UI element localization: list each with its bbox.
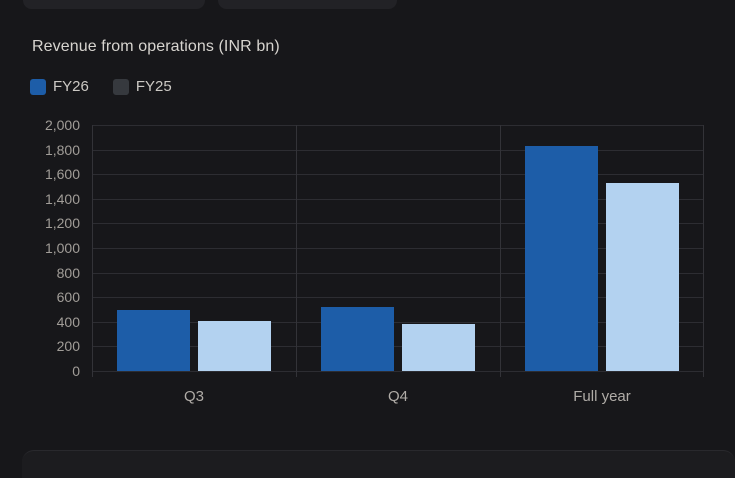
legend-label-fy25: FY25 [135,78,172,95]
y-tick-label-1600: 1,600 [44,166,80,183]
bar-fy25-full-year[interactable] [606,183,679,371]
gridline-600 [92,297,704,299]
fy26-swatch-icon [30,78,46,95]
bar-fy25-q3[interactable] [198,320,271,371]
gridline-400 [92,321,704,323]
category-separator-1 [296,125,297,377]
gridline-1200 [92,223,704,225]
legend-label-fy26: FY26 [53,78,89,95]
chart-title: Revenue from operations (INR bn) [32,38,280,55]
legend-item-fy26[interactable]: FY26 [30,78,89,95]
category-separator-0 [92,125,93,377]
y-tick-label-1200: 1,200 [44,215,80,232]
plot-area [92,125,704,377]
bottom-card [22,450,735,478]
bar-fy26-q4[interactable] [321,307,394,371]
y-tick-label-1000: 1,000 [44,240,80,256]
legend-item-fy25[interactable]: FY25 [112,78,172,95]
fy25-swatch-icon [112,78,129,95]
y-tick-label-200: 200 [56,338,80,355]
y-tick-label-2000: 2,000 [44,117,80,133]
top-tab-1[interactable] [23,0,205,9]
gridline-200 [92,346,704,348]
gridline-1400 [92,198,704,200]
gridline-1800 [92,149,704,151]
y-tick-label-1400: 1,400 [44,190,80,207]
x-tick-label-full-year: Full year [573,388,631,405]
y-tick-label-1800: 1,800 [44,141,80,158]
x-tick-label-q3: Q3 [183,388,204,405]
bar-fy25-q4[interactable] [402,324,475,371]
gridline-1000 [92,248,704,249]
category-separator-2 [500,125,501,377]
top-tab-2[interactable] [218,0,397,9]
bar-fy26-q3[interactable] [117,310,190,371]
bar-fy26-full-year[interactable] [525,145,598,371]
chart-legend: FY26 FY25 [30,78,172,95]
y-tick-label-600: 600 [56,289,80,306]
gridline-1600 [92,174,704,176]
y-tick-label-0: 0 [72,363,80,379]
gridline-800 [92,272,704,274]
gridline-2000 [92,125,704,126]
y-tick-label-800: 800 [56,264,80,281]
y-tick-label-400: 400 [56,313,80,330]
category-separator-3 [703,125,704,377]
x-tick-label-q4: Q4 [387,388,408,405]
gridline-0 [92,371,704,372]
